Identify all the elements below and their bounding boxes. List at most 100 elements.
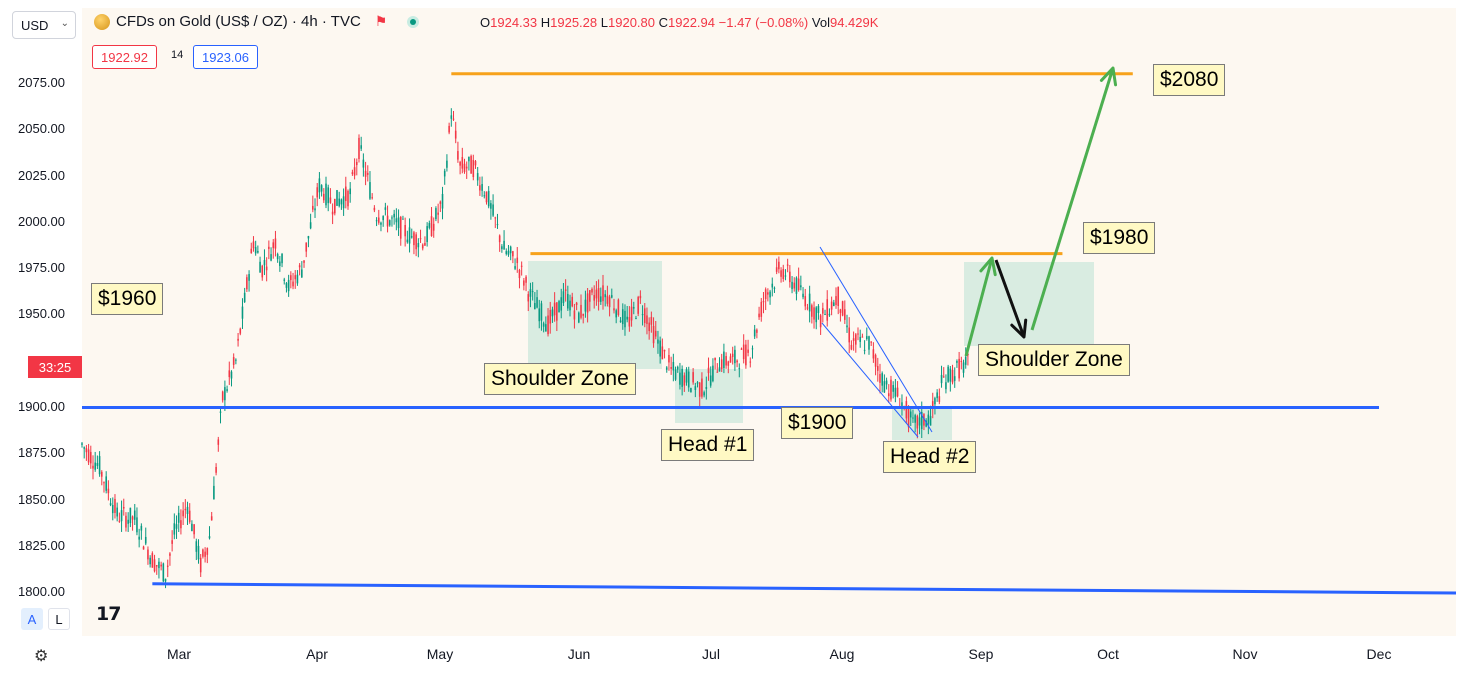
candle-body xyxy=(595,289,598,299)
candle-body xyxy=(602,285,604,302)
candle-body xyxy=(835,296,837,306)
candle-body xyxy=(709,375,712,386)
label-1980[interactable]: $1980 xyxy=(1083,222,1156,254)
candle-body xyxy=(839,309,842,313)
candle-body xyxy=(617,299,620,315)
candle-body xyxy=(162,563,165,582)
candle-body xyxy=(391,217,393,219)
label-1900[interactable]: $1900 xyxy=(781,407,854,439)
candle-body xyxy=(701,378,703,397)
candle-body xyxy=(753,329,756,337)
label-shoulder-zone-right[interactable]: Shoulder Zone xyxy=(978,344,1130,376)
candle-body xyxy=(714,357,716,361)
candle-body xyxy=(92,465,94,469)
log-scale-button[interactable]: L xyxy=(48,608,70,630)
y-tick: 1825.00 xyxy=(18,538,65,553)
candle-body xyxy=(307,236,310,239)
candle-body xyxy=(641,314,644,316)
tradingview-logo: 17 xyxy=(96,603,121,625)
candle-body xyxy=(892,385,894,392)
candle-body xyxy=(953,376,956,381)
candle-body xyxy=(136,517,138,533)
candle-body xyxy=(83,447,85,449)
projection-arrow-down-head xyxy=(1010,318,1028,339)
candle-body xyxy=(413,232,415,246)
candle-body xyxy=(830,301,833,310)
candle-body xyxy=(514,266,516,269)
open-value: 1924.33 xyxy=(490,15,538,30)
label-head-2[interactable]: Head #2 xyxy=(883,441,977,473)
candle-body xyxy=(694,386,697,391)
plot-area[interactable] xyxy=(82,8,1456,636)
candle-body xyxy=(716,371,719,373)
candle-body xyxy=(443,170,446,177)
flag-icon[interactable]: ⚑ xyxy=(374,13,388,29)
candle-body xyxy=(410,236,413,238)
candle-body xyxy=(876,366,879,371)
candle-body xyxy=(793,282,796,289)
x-tick: Mar xyxy=(166,646,192,662)
candle-body xyxy=(230,371,233,379)
candle-body xyxy=(685,369,688,383)
label-shoulder-zone-left[interactable]: Shoulder Zone xyxy=(484,363,636,395)
candle-body xyxy=(129,507,132,524)
candle-body xyxy=(800,285,802,288)
projection-arrow-up-1-head xyxy=(979,256,997,277)
candle-body xyxy=(109,503,112,506)
symbol-title[interactable]: CFDs on Gold (US$ / OZ) · 4h · TVC ⚑ xyxy=(94,13,420,30)
candle-body xyxy=(388,220,391,226)
candle-body xyxy=(331,211,334,215)
candle-body xyxy=(520,265,523,267)
candle-body xyxy=(441,193,444,209)
candle-body xyxy=(635,317,637,319)
candle-body xyxy=(914,415,916,423)
candle-body xyxy=(274,238,277,249)
candle-body xyxy=(127,519,129,524)
candle-body xyxy=(692,372,694,383)
candle-body xyxy=(808,293,811,312)
candle-body xyxy=(615,310,617,318)
currency-select[interactable]: USD ⌄ xyxy=(12,11,76,39)
auto-scale-button[interactable]: A xyxy=(21,608,43,630)
label-1960[interactable]: $1960 xyxy=(91,283,164,315)
label-head-1[interactable]: Head #1 xyxy=(661,429,755,461)
candle-body xyxy=(87,449,90,463)
gear-icon[interactable]: ⚙ xyxy=(34,648,49,665)
candle-body xyxy=(487,190,490,207)
candle-body xyxy=(705,386,708,389)
candle-body xyxy=(180,520,182,529)
label-2080[interactable]: $2080 xyxy=(1153,64,1226,96)
candle-body xyxy=(613,308,615,311)
candle-body xyxy=(558,301,560,313)
candle-body xyxy=(868,336,870,350)
candle-body xyxy=(828,313,831,316)
candle-body xyxy=(399,216,402,239)
ask-button[interactable]: 1923.06 xyxy=(193,45,258,69)
candle-body xyxy=(538,308,541,322)
candle-body xyxy=(461,157,464,169)
candle-body xyxy=(531,291,534,293)
candle-body xyxy=(213,485,215,500)
candle-body xyxy=(591,289,593,293)
candle-body xyxy=(925,420,927,427)
candle-body xyxy=(485,191,488,203)
candle-body xyxy=(171,540,173,544)
candle-body xyxy=(654,330,657,337)
candle-body xyxy=(235,359,237,361)
candle-body xyxy=(547,315,549,335)
chevron-down-icon: ⌄ xyxy=(60,18,69,29)
candle-body xyxy=(417,242,420,248)
candle-body xyxy=(450,115,453,119)
candle-body xyxy=(186,506,189,514)
candle-body xyxy=(426,226,428,243)
low-value: 1920.80 xyxy=(608,15,655,30)
bid-button[interactable]: 1922.92 xyxy=(92,45,157,69)
candle-body xyxy=(901,402,903,406)
candle-body xyxy=(415,234,417,250)
candle-body xyxy=(430,216,433,237)
x-tick: Jun xyxy=(567,646,591,662)
candle-body xyxy=(342,196,345,209)
candle-body xyxy=(942,376,945,378)
candle-body xyxy=(474,161,477,166)
x-tick: Oct xyxy=(1097,646,1119,662)
